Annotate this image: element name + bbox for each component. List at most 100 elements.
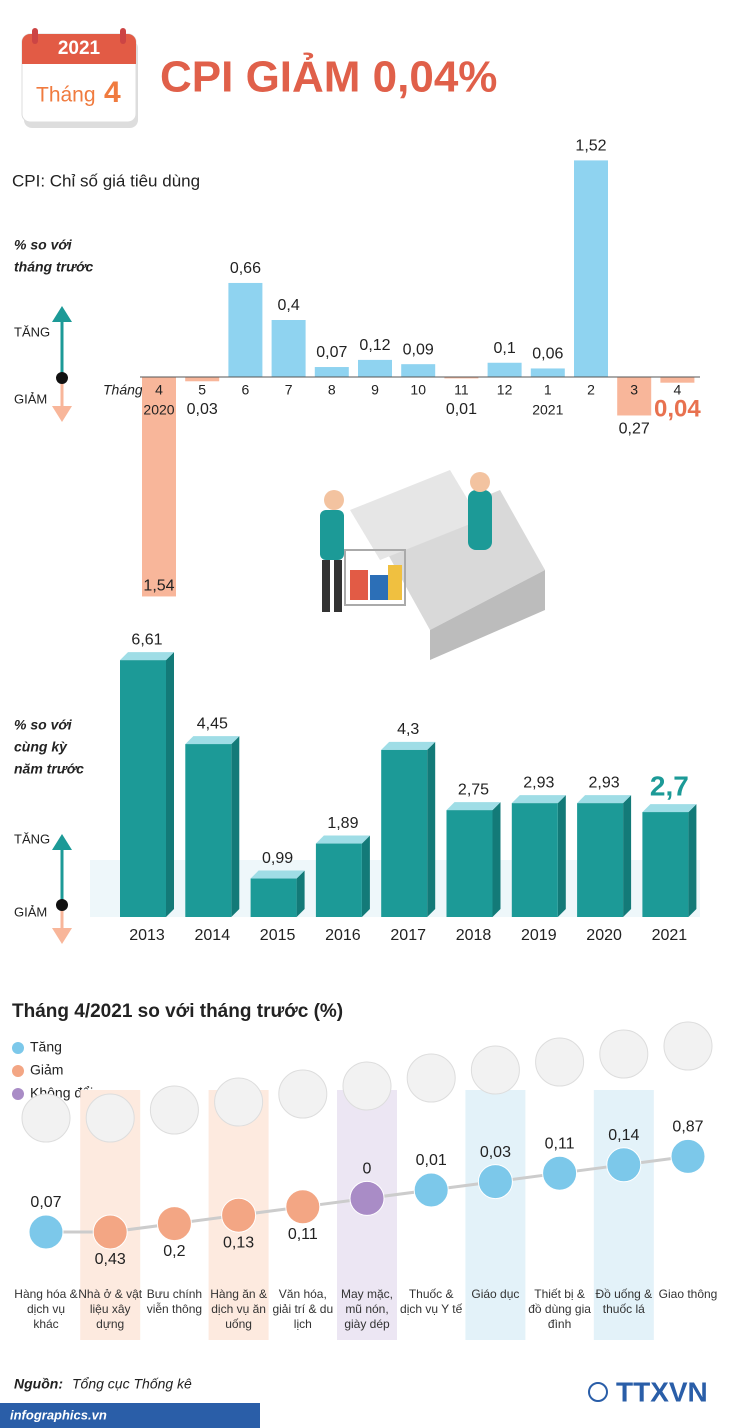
value-label: 0,11 bbox=[288, 1226, 318, 1243]
value-label: 0,27 bbox=[619, 421, 650, 438]
value-label: 1,54 bbox=[143, 578, 174, 595]
legend-swatch bbox=[12, 1042, 24, 1054]
bar bbox=[642, 812, 689, 917]
category-label: Văn hóa, giải trí & du lịch bbox=[272, 1287, 334, 1331]
icon-placeholder bbox=[663, 1021, 713, 1071]
category-label: Hàng hóa & dịch vụ khác bbox=[14, 1287, 78, 1331]
axis-label: cùng kỳ bbox=[14, 739, 68, 755]
category-label: Bưu chính viễn thông bbox=[146, 1287, 203, 1316]
bar-side bbox=[557, 795, 566, 917]
x-tick-label: 11 bbox=[454, 382, 469, 398]
illustration bbox=[320, 470, 545, 660]
value-label: 0,12 bbox=[359, 337, 390, 354]
bar-side bbox=[296, 870, 305, 917]
x-tick-label: 4 bbox=[674, 382, 682, 398]
legend-swatch bbox=[12, 1088, 24, 1100]
bar-side bbox=[492, 802, 501, 917]
x-tick-label: 2020 bbox=[586, 927, 622, 944]
category-label: Giáo dục bbox=[471, 1287, 520, 1301]
value-label: 0,11 bbox=[545, 1135, 575, 1152]
value-label: 2,7 bbox=[650, 770, 689, 801]
bar bbox=[250, 878, 297, 917]
x-tick-label: 2013 bbox=[129, 927, 165, 944]
value-label: 0,1 bbox=[493, 340, 515, 357]
bar-top bbox=[511, 795, 566, 804]
bar-top bbox=[446, 802, 501, 811]
bar bbox=[511, 803, 558, 917]
dot bbox=[606, 1147, 642, 1183]
bar bbox=[381, 749, 428, 917]
down-arrow-head bbox=[52, 928, 72, 944]
x-tick-label: 8 bbox=[328, 382, 336, 398]
bar-side bbox=[623, 795, 632, 917]
value-label: 0,01 bbox=[416, 1152, 447, 1169]
dot bbox=[156, 1206, 192, 1242]
value-label: 0,04 bbox=[654, 395, 701, 422]
x-tick-label: 2021 bbox=[652, 927, 688, 944]
bar bbox=[185, 377, 220, 382]
x-tick-label: 12 bbox=[497, 382, 513, 398]
legend-label: Giảm bbox=[30, 1062, 63, 1078]
category-label: Thiết bị & đồ dùng gia đình bbox=[528, 1287, 591, 1331]
calendar-ring bbox=[120, 28, 126, 44]
bar-top bbox=[315, 835, 370, 844]
value-label: 0,03 bbox=[187, 401, 218, 418]
dot bbox=[221, 1197, 257, 1233]
category-label: Nhà ở & vật liệu xây dựng bbox=[78, 1287, 143, 1331]
up-arrow-head bbox=[52, 306, 72, 322]
bar bbox=[315, 843, 362, 917]
x-tick-label: 2017 bbox=[390, 927, 426, 944]
value-label: 4,3 bbox=[397, 721, 419, 738]
value-label: 0,87 bbox=[672, 1119, 703, 1136]
category-label: Đồ uống & thuốc lá bbox=[595, 1287, 653, 1316]
logo: TTXVN bbox=[616, 1376, 708, 1407]
bar-top bbox=[577, 795, 632, 804]
x-tick-label: 6 bbox=[242, 382, 250, 398]
year-label: 2020 bbox=[143, 402, 174, 418]
source-label: Nguồn: bbox=[14, 1376, 63, 1392]
bar-top bbox=[381, 741, 436, 750]
value-label: 0,43 bbox=[95, 1251, 126, 1268]
value-label: 6,61 bbox=[131, 631, 162, 648]
x-tick-label: 4 bbox=[155, 382, 163, 398]
value-label: 0,03 bbox=[480, 1144, 511, 1161]
value-label: 0,07 bbox=[30, 1194, 61, 1211]
axis-label: năm trước bbox=[14, 761, 84, 777]
source: Tổng cục Thống kê bbox=[72, 1376, 192, 1392]
bar-top bbox=[250, 870, 305, 879]
value-label: 0,4 bbox=[277, 297, 299, 314]
bar bbox=[444, 377, 479, 379]
value-label: 0 bbox=[363, 1161, 372, 1178]
value-label: 0,2 bbox=[163, 1243, 185, 1260]
icon-placeholder bbox=[214, 1077, 264, 1127]
up-label: TĂNG bbox=[14, 831, 50, 846]
category-label: Giao thông bbox=[658, 1287, 718, 1301]
bar-side bbox=[361, 835, 370, 917]
bar bbox=[271, 320, 306, 377]
up-arrow-head bbox=[52, 834, 72, 850]
icon-placeholder bbox=[470, 1045, 520, 1095]
x-tick-label: 2 bbox=[587, 382, 595, 398]
bar-side bbox=[688, 804, 697, 917]
dot bbox=[28, 1214, 64, 1250]
value-label: 0,99 bbox=[262, 850, 293, 867]
bar bbox=[574, 160, 608, 377]
x-tick-label: 10 bbox=[410, 382, 426, 398]
icon-placeholder bbox=[21, 1093, 71, 1143]
up-label: TĂNG bbox=[14, 324, 50, 339]
category-label: Thuốc & dịch vụ Y tế bbox=[400, 1287, 463, 1316]
bar bbox=[577, 803, 624, 917]
value-label: 0,09 bbox=[403, 341, 434, 358]
x-tick-label: 3 bbox=[630, 382, 638, 398]
value-label: 0,01 bbox=[446, 401, 477, 418]
bar-side bbox=[231, 736, 240, 917]
footer-band bbox=[0, 1403, 260, 1428]
icon-placeholder bbox=[278, 1069, 328, 1119]
dot bbox=[477, 1164, 513, 1200]
bar bbox=[120, 660, 166, 917]
value-label: 0,14 bbox=[608, 1127, 639, 1144]
dot bbox=[413, 1172, 449, 1208]
bar bbox=[660, 377, 695, 383]
bar bbox=[228, 282, 263, 377]
